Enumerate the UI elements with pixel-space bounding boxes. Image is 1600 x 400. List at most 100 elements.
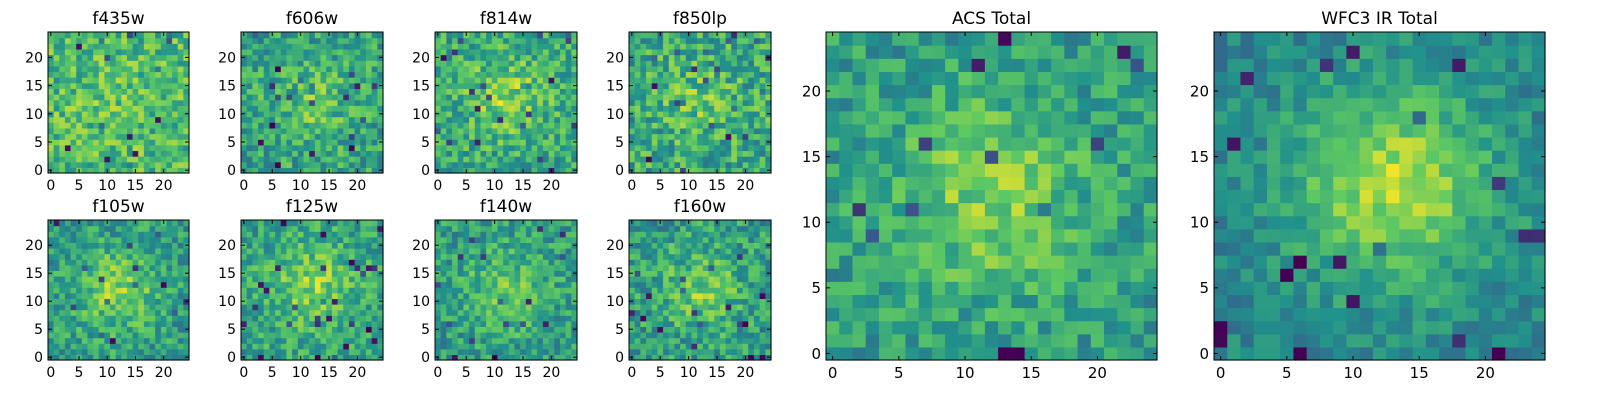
heatmap-cell	[183, 225, 190, 232]
heatmap-cell	[520, 270, 527, 277]
heatmap-cell	[275, 150, 282, 157]
heatmap-cell	[674, 348, 681, 355]
heatmap-cell	[503, 298, 510, 305]
heatmap-cell	[463, 99, 470, 106]
heatmap-cell	[246, 116, 253, 123]
heatmap-cell	[93, 94, 100, 101]
heatmap-cell	[377, 116, 384, 123]
heatmap-cell	[548, 326, 555, 333]
heatmap-cell	[155, 259, 162, 266]
heatmap-cell	[53, 65, 60, 73]
heatmap-cell	[326, 127, 333, 135]
heatmap-cell	[525, 77, 533, 84]
heatmap-cell	[452, 167, 459, 174]
heatmap-cell	[559, 60, 567, 67]
heatmap-cell	[110, 225, 117, 232]
y-tick-label: 5	[421, 322, 430, 338]
heatmap-cell	[719, 99, 727, 106]
heatmap-cell	[691, 292, 698, 299]
heatmap-cell	[331, 242, 339, 249]
heatmap-cell	[343, 167, 350, 174]
heatmap-cell	[565, 150, 572, 157]
heatmap-cell	[571, 32, 578, 39]
heatmap-cell	[275, 60, 282, 67]
heatmap-cell	[104, 259, 111, 266]
heatmap-cell	[115, 139, 122, 146]
heatmap-cell	[126, 37, 134, 44]
heatmap-cell	[258, 304, 265, 311]
heatmap-cell	[252, 88, 259, 95]
heatmap-cell	[98, 94, 105, 101]
heatmap-cell	[542, 133, 550, 140]
heatmap-cell	[81, 32, 89, 39]
heatmap-cell	[348, 161, 356, 168]
heatmap-cell	[514, 127, 521, 135]
heatmap-cell	[87, 105, 94, 112]
y-tick-label: 0	[421, 163, 430, 179]
heatmap-cell	[149, 348, 156, 355]
heatmap-cell	[503, 110, 510, 118]
heatmap-cell	[360, 248, 367, 255]
heatmap-cell	[440, 259, 447, 266]
heatmap-cell	[542, 270, 550, 277]
heatmap-cell	[258, 77, 265, 84]
heatmap-cell	[725, 298, 732, 305]
heatmap-cell	[691, 32, 698, 39]
heatmap-cell	[651, 292, 658, 299]
heatmap-cell	[753, 133, 761, 140]
heatmap-cell	[491, 43, 499, 50]
heatmap-cell	[275, 354, 282, 361]
heatmap-cell	[731, 99, 738, 106]
heatmap-cell	[491, 298, 499, 305]
heatmap-cell	[663, 48, 670, 56]
heatmap-cell	[48, 156, 55, 163]
heatmap-cell	[286, 231, 293, 238]
heatmap-cell	[480, 122, 487, 129]
heatmap-cell	[759, 110, 766, 118]
heatmap-cell	[697, 309, 704, 316]
heatmap-cell	[503, 94, 510, 101]
heatmap-cell	[377, 231, 384, 238]
heatmap-cell	[719, 326, 727, 333]
heatmap-cell	[143, 144, 151, 152]
heatmap-cell	[731, 88, 738, 95]
heatmap-cell	[48, 77, 55, 84]
heatmap-cell	[160, 77, 168, 84]
heatmap-cell	[640, 276, 647, 283]
heatmap-cell	[104, 270, 111, 277]
heatmap-cell	[634, 320, 641, 327]
heatmap-cell	[748, 65, 755, 73]
heatmap-cell	[765, 287, 772, 294]
heatmap-cell	[365, 236, 373, 243]
heatmap-cell	[172, 105, 179, 112]
heatmap-cell	[731, 150, 738, 157]
heatmap-cell	[486, 54, 493, 61]
heatmap-cell	[508, 77, 516, 84]
heatmap-cell	[59, 236, 66, 243]
heatmap-cell	[537, 77, 544, 84]
heatmap-cell	[166, 320, 173, 327]
heatmap-cell	[280, 110, 288, 118]
heatmap-cell	[143, 105, 151, 112]
heatmap-cell	[452, 122, 459, 129]
heatmap-cell	[246, 315, 253, 322]
heatmap-cell	[314, 270, 322, 277]
heatmap-cell	[121, 144, 128, 152]
heatmap-cell	[246, 156, 253, 163]
heatmap-cell	[81, 298, 89, 305]
heatmap-cell	[680, 304, 687, 311]
heatmap-cell	[680, 343, 687, 350]
heatmap-cell	[132, 139, 139, 146]
heatmap-cell	[531, 354, 538, 361]
heatmap-cell	[263, 281, 270, 288]
heatmap-cell	[275, 264, 282, 271]
heatmap-cell	[143, 133, 151, 140]
heatmap-cell	[508, 287, 516, 294]
heatmap-cell	[53, 315, 60, 322]
heatmap-cell	[166, 304, 173, 311]
heatmap-cell	[64, 133, 72, 140]
heatmap-cell	[269, 270, 276, 277]
heatmap-cell	[474, 37, 482, 44]
heatmap-cell	[172, 156, 179, 163]
heatmap-cell	[657, 43, 664, 50]
